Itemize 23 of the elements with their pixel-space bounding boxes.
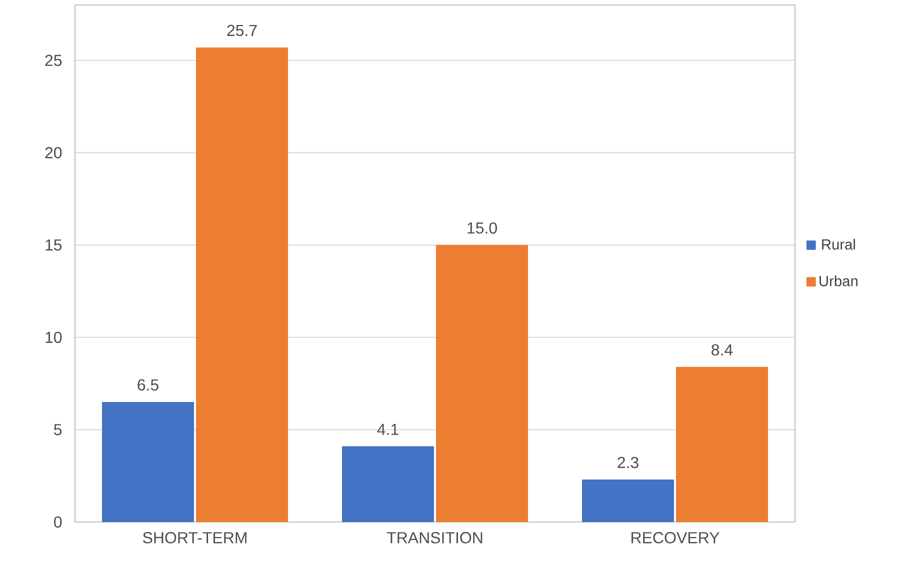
bar xyxy=(342,446,434,522)
bar xyxy=(196,47,288,522)
data-label: 4.1 xyxy=(377,424,398,435)
bar xyxy=(676,366,768,522)
y-tick-label: 15 xyxy=(46,239,62,251)
y-tick-label: 0 xyxy=(54,516,62,528)
y-tick-label: 10 xyxy=(46,332,62,344)
bar xyxy=(582,480,674,522)
bar xyxy=(102,402,194,522)
x-tick-label: TRANSITION xyxy=(386,532,482,544)
data-label: 2.3 xyxy=(618,456,638,468)
x-tick-label: SHORT-TERM xyxy=(142,532,246,544)
data-label: 6.5 xyxy=(138,379,158,391)
legend-label: Rural xyxy=(822,238,855,250)
y-tick-label: 5 xyxy=(54,424,62,436)
y-tick-label: 20 xyxy=(45,147,62,158)
bar xyxy=(436,245,528,522)
y-tick-label: 25 xyxy=(45,54,62,66)
x-tick-label: RECOVERY xyxy=(632,532,720,544)
data-label: 15.0 xyxy=(468,222,497,234)
legend-label: Urban xyxy=(820,276,858,286)
data-label: 25.7 xyxy=(227,24,257,36)
data-label: 8.4 xyxy=(712,344,733,356)
